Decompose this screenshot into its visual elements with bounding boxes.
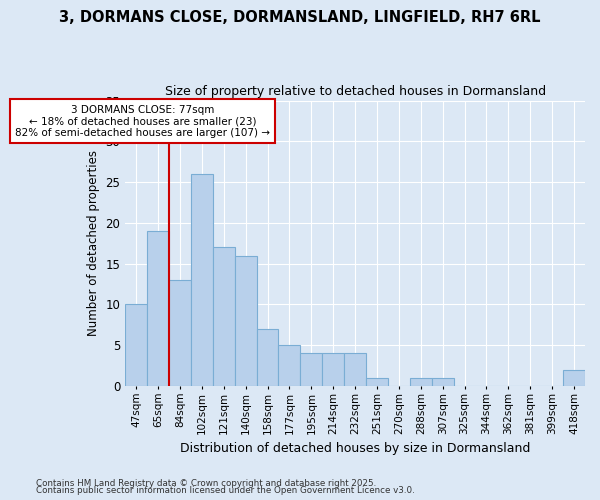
Bar — [125, 304, 147, 386]
Bar — [213, 248, 235, 386]
Text: 3 DORMANS CLOSE: 77sqm
← 18% of detached houses are smaller (23)
82% of semi-det: 3 DORMANS CLOSE: 77sqm ← 18% of detached… — [15, 104, 270, 138]
Title: Size of property relative to detached houses in Dormansland: Size of property relative to detached ho… — [164, 85, 545, 98]
Bar — [432, 378, 454, 386]
Y-axis label: Number of detached properties: Number of detached properties — [87, 150, 100, 336]
Bar — [410, 378, 432, 386]
Bar — [301, 354, 322, 386]
Bar — [366, 378, 388, 386]
Bar — [235, 256, 257, 386]
Text: Contains public sector information licensed under the Open Government Licence v3: Contains public sector information licen… — [36, 486, 415, 495]
Bar — [278, 345, 301, 386]
Bar — [257, 329, 278, 386]
Bar — [563, 370, 585, 386]
Bar — [322, 354, 344, 386]
X-axis label: Distribution of detached houses by size in Dormansland: Distribution of detached houses by size … — [180, 442, 530, 455]
Bar — [344, 354, 366, 386]
Text: Contains HM Land Registry data © Crown copyright and database right 2025.: Contains HM Land Registry data © Crown c… — [36, 478, 376, 488]
Bar — [169, 280, 191, 386]
Text: 3, DORMANS CLOSE, DORMANSLAND, LINGFIELD, RH7 6RL: 3, DORMANS CLOSE, DORMANSLAND, LINGFIELD… — [59, 10, 541, 25]
Bar — [147, 231, 169, 386]
Bar — [191, 174, 213, 386]
